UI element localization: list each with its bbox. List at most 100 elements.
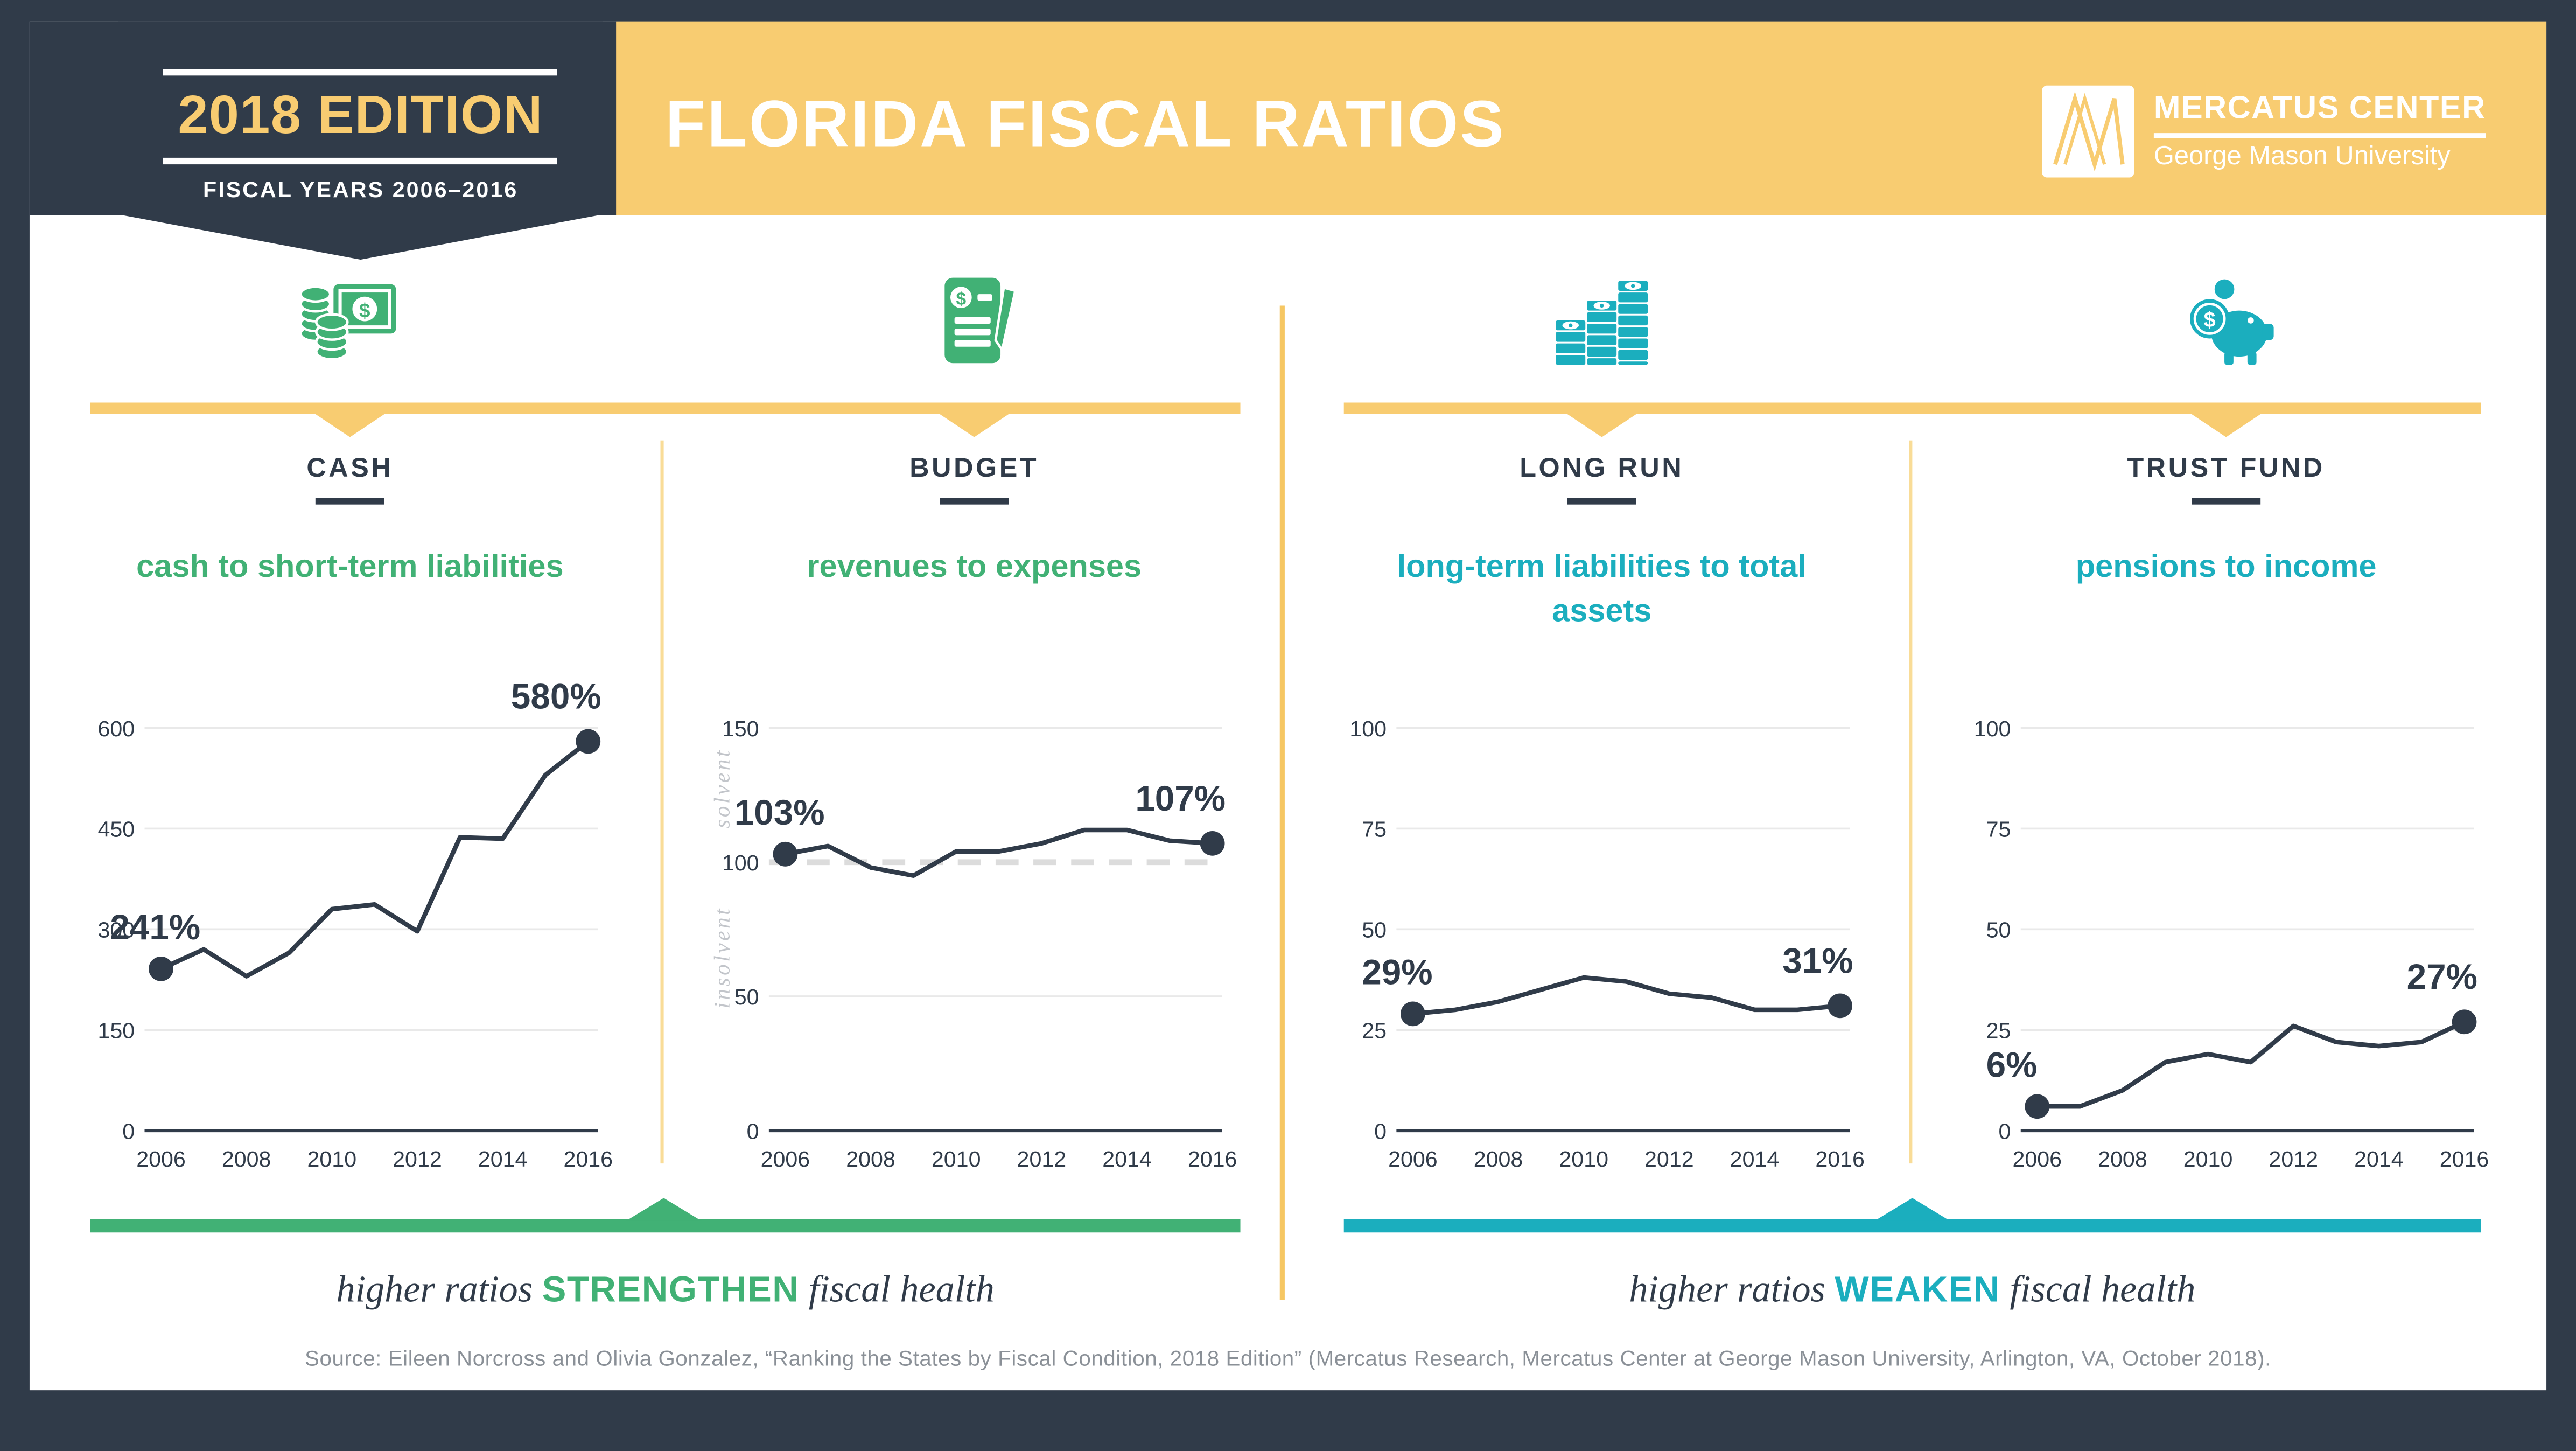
- svg-text:0: 0: [1999, 1119, 2011, 1143]
- connector-notch-long-run: [1567, 414, 1636, 437]
- svg-text:150: 150: [722, 716, 759, 741]
- svg-text:300: 300: [97, 918, 135, 943]
- piggy-bank-with-coin-icon: $: [2173, 275, 2278, 367]
- content-canvas: FLORIDA FISCAL RATIOS MERCATUS CENTER Ge…: [29, 21, 2547, 1391]
- section-label-cash: CASH: [306, 454, 394, 483]
- weaken-caption-post: fiscal health: [2000, 1268, 2196, 1310]
- chart-revenues-to-expenses: solvent insolvent 0 50 100 150 2006 2008 2010 201…: [710, 716, 1237, 1171]
- svg-text:2010: 2010: [2183, 1147, 2233, 1171]
- svg-text:107%: 107%: [1135, 779, 1226, 818]
- svg-text:2006: 2006: [1388, 1147, 1438, 1171]
- svg-text:27%: 27%: [2407, 957, 2477, 996]
- section-label-trust-fund: TRUST FUND: [2127, 454, 2325, 483]
- ascending-cash-stacks-icon: [1549, 275, 1654, 367]
- svg-text:2016: 2016: [563, 1147, 613, 1171]
- svg-text:2006: 2006: [2012, 1147, 2062, 1171]
- logo-line2: George Mason University: [2153, 142, 2451, 171]
- svg-text:0: 0: [747, 1119, 759, 1143]
- connector-notch-cash: [315, 414, 384, 437]
- connector-rule-right: [1343, 402, 2481, 414]
- svg-text:2006: 2006: [136, 1147, 186, 1171]
- section-subtitle-long-run: long-term liabilities to total assets: [1397, 549, 1807, 630]
- svg-text:2012: 2012: [2269, 1147, 2318, 1171]
- chart-pensions-to-income: 0 25 50 75 100 2006 2008 2010 2012 2014 2016 6% 27%: [1974, 716, 2489, 1171]
- section-label-long-run: LONG RUN: [1520, 454, 1684, 483]
- logo-rule: [2153, 133, 2486, 138]
- svg-text:2014: 2014: [1102, 1147, 1152, 1171]
- fiscal-years-label: FISCAL YEARS 2006–2016: [202, 177, 519, 203]
- svg-text:2008: 2008: [846, 1147, 895, 1171]
- strengthen-keyword: STRENGTHEN: [542, 1268, 800, 1310]
- svg-text:100: 100: [722, 850, 759, 875]
- chart-long-term-liabilities-to-total-assets: 0 25 50 75 100 2006 2008 2010 2012 2014 2016 29% 31%: [1349, 716, 1865, 1171]
- svg-text:2014: 2014: [2354, 1147, 2404, 1171]
- weaken-keyword: WEAKEN: [1835, 1268, 2000, 1310]
- source-citation: Source: Eileen Norcross and Olivia Gonza…: [305, 1345, 2271, 1371]
- mercatus-logo-icon: [2042, 85, 2134, 178]
- section-label-budget: BUDGET: [909, 454, 1039, 483]
- svg-text:2008: 2008: [222, 1147, 271, 1171]
- strengthen-caption-pre: higher ratios: [336, 1268, 542, 1310]
- section-underline: [315, 498, 384, 504]
- section-underline: [1567, 498, 1636, 504]
- svg-text:600: 600: [97, 716, 135, 741]
- weaken-bar-arrow: [1874, 1197, 1950, 1220]
- svg-text:$: $: [956, 289, 967, 309]
- svg-text:150: 150: [97, 1018, 135, 1043]
- section-budget: $ BUDGET revenues to expenses solvent ins…: [703, 275, 1245, 1195]
- strengthen-bar-arrow: [626, 1197, 702, 1220]
- left-divider: [660, 440, 664, 1164]
- connector-notch-trust-fund: [2192, 414, 2261, 437]
- svg-text:2008: 2008: [2098, 1147, 2147, 1171]
- svg-text:450: 450: [97, 817, 135, 842]
- mercatus-logo-text: MERCATUS CENTER George Mason University: [2153, 90, 2486, 172]
- logo-line1: MERCATUS CENTER: [2153, 90, 2486, 127]
- svg-text:2016: 2016: [1188, 1147, 1237, 1171]
- svg-text:31%: 31%: [1782, 941, 1853, 980]
- svg-text:2012: 2012: [1017, 1147, 1067, 1171]
- header-band-yellow: FLORIDA FISCAL RATIOS MERCATUS CENTER Ge…: [616, 21, 2547, 215]
- svg-text:0: 0: [1374, 1119, 1387, 1143]
- section-subtitle-trust-fund: pensions to income: [2075, 549, 2377, 585]
- weaken-bar: [1343, 1219, 2481, 1232]
- right-divider: [1909, 440, 1913, 1164]
- svg-text:2006: 2006: [761, 1147, 810, 1171]
- svg-text:103%: 103%: [734, 793, 825, 832]
- svg-text:6%: 6%: [1986, 1045, 2038, 1084]
- weaken-caption: higher ratios WEAKEN fiscal health: [1344, 1265, 2481, 1315]
- mercatus-logo: MERCATUS CENTER George Mason University: [2042, 85, 2486, 178]
- svg-text:2008: 2008: [1474, 1147, 1523, 1171]
- section-long-run: LONG RUN long-term liabilities to total …: [1331, 275, 1873, 1195]
- svg-text:insolvent: insolvent: [710, 906, 734, 1009]
- strengthen-caption-post: fiscal health: [799, 1268, 995, 1310]
- svg-text:2012: 2012: [393, 1147, 442, 1171]
- section-underline: [2192, 498, 2261, 504]
- svg-text:100: 100: [1974, 716, 2011, 741]
- svg-text:75: 75: [1986, 817, 2011, 842]
- svg-text:$: $: [359, 299, 370, 322]
- edition-ribbon: 2018 EDITION FISCAL YEARS 2006–2016: [118, 21, 603, 260]
- svg-text:25: 25: [1986, 1018, 2011, 1043]
- section-cash: $ CASH cash to short-term liabilities 0: [79, 275, 621, 1195]
- page-title: FLORIDA FISCAL RATIOS: [665, 88, 1506, 161]
- section-subtitle-cash: cash to short-term liabilities: [136, 549, 564, 585]
- svg-text:2012: 2012: [1644, 1147, 1694, 1171]
- svg-text:solvent: solvent: [710, 748, 734, 828]
- connector-notch-budget: [940, 414, 1009, 437]
- svg-text:2016: 2016: [2440, 1147, 2489, 1171]
- section-trust-fund: $ TRUST FUND pensions to income 0 25 50 75 1…: [1955, 275, 2497, 1195]
- svg-text:50: 50: [1986, 918, 2011, 943]
- weaken-caption-pre: higher ratios: [1629, 1268, 1835, 1310]
- ribbon-rule-bottom: [163, 157, 557, 164]
- svg-text:2016: 2016: [1815, 1147, 1865, 1171]
- svg-text:580%: 580%: [511, 676, 601, 716]
- section-underline: [940, 498, 1009, 504]
- ledger-document-and-pen-icon: $: [922, 275, 1027, 367]
- svg-text:25: 25: [1362, 1018, 1387, 1043]
- svg-text:29%: 29%: [1362, 952, 1432, 992]
- svg-text:2014: 2014: [478, 1147, 528, 1171]
- ribbon-rule-top: [163, 69, 557, 75]
- svg-text:2010: 2010: [932, 1147, 981, 1171]
- coins-and-dollar-bill-icon: $: [297, 275, 402, 367]
